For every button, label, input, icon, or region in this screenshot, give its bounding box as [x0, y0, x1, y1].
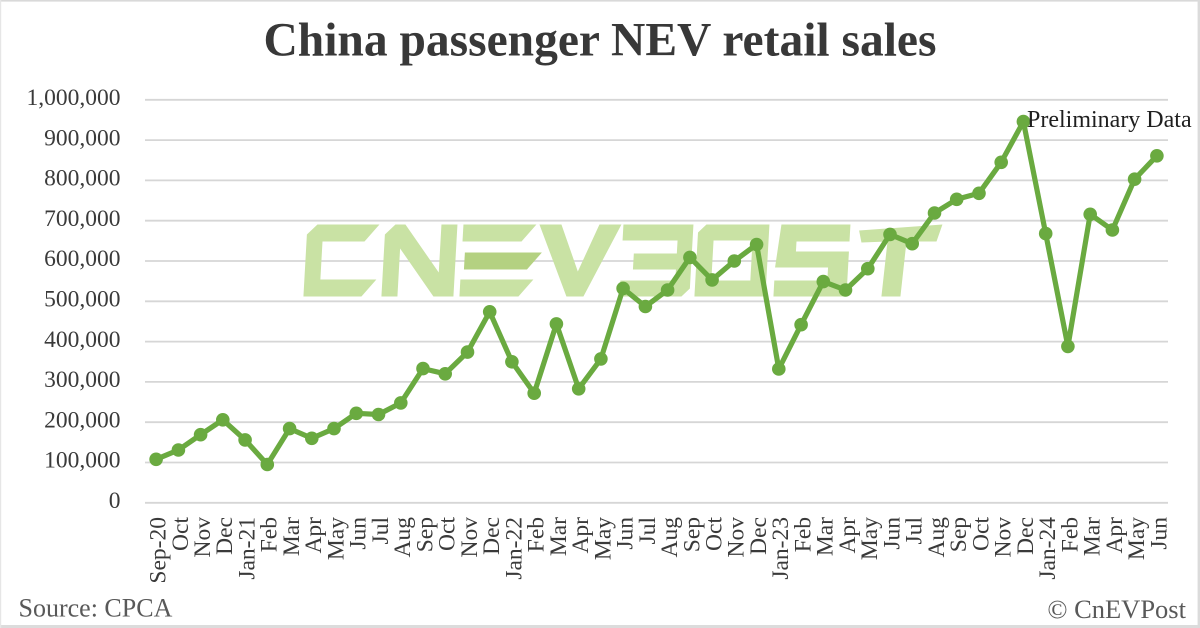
svg-text:Jan-24: Jan-24	[1035, 517, 1061, 580]
svg-text:Oct: Oct	[168, 517, 194, 551]
svg-text:Mar: Mar	[279, 517, 305, 556]
svg-text:Mar: Mar	[1080, 517, 1106, 556]
svg-text:Jun: Jun	[1146, 517, 1172, 550]
svg-text:Feb: Feb	[791, 517, 817, 552]
svg-text:Jun: Jun	[613, 517, 639, 550]
svg-text:Oct: Oct	[435, 517, 461, 551]
svg-text:100,000: 100,000	[44, 448, 120, 474]
svg-text:Feb: Feb	[257, 517, 283, 552]
svg-text:Mar: Mar	[813, 517, 839, 556]
svg-text:200,000: 200,000	[44, 407, 120, 433]
svg-text:Dec: Dec	[479, 517, 505, 555]
svg-text:Jan-23: Jan-23	[768, 517, 794, 580]
svg-text:© CnEVPost: © CnEVPost	[1047, 594, 1186, 624]
svg-text:1,000,000: 1,000,000	[27, 85, 121, 111]
svg-text:Aug: Aug	[657, 517, 683, 558]
svg-text:May: May	[590, 517, 616, 560]
svg-text:400,000: 400,000	[44, 327, 120, 353]
svg-text:Apr: Apr	[835, 517, 861, 554]
svg-text:Nov: Nov	[991, 517, 1017, 558]
svg-text:800,000: 800,000	[44, 166, 120, 192]
svg-text:Jul: Jul	[635, 517, 661, 545]
svg-text:Preliminary Data: Preliminary Data	[1027, 107, 1192, 133]
svg-text:Apr: Apr	[1102, 517, 1128, 554]
svg-text:Mar: Mar	[546, 517, 572, 556]
svg-text:Jul: Jul	[902, 517, 928, 545]
svg-text:700,000: 700,000	[44, 206, 120, 232]
svg-text:Oct: Oct	[968, 517, 994, 551]
svg-text:Sep-20: Sep-20	[146, 517, 172, 584]
svg-text:Feb: Feb	[524, 517, 550, 552]
svg-text:Sep: Sep	[679, 517, 705, 552]
svg-text:600,000: 600,000	[44, 246, 120, 272]
svg-text:Apr: Apr	[568, 517, 594, 554]
svg-text:Nov: Nov	[724, 517, 750, 558]
svg-text:Sep: Sep	[412, 517, 438, 552]
svg-text:Source: CPCA: Source: CPCA	[19, 594, 173, 623]
svg-text:Feb: Feb	[1057, 517, 1083, 552]
svg-text:Dec: Dec	[1013, 517, 1039, 555]
svg-text:Jan-21: Jan-21	[235, 517, 261, 580]
svg-text:Nov: Nov	[457, 517, 483, 558]
svg-text:Jun: Jun	[346, 517, 372, 550]
svg-text:Jan-22: Jan-22	[501, 517, 527, 580]
svg-text:May: May	[323, 517, 349, 560]
svg-text:300,000: 300,000	[44, 367, 120, 393]
svg-text:Aug: Aug	[924, 517, 950, 558]
svg-text:Jun: Jun	[879, 517, 905, 550]
svg-text:Jul: Jul	[368, 517, 394, 545]
svg-text:0: 0	[109, 488, 121, 514]
svg-text:May: May	[1124, 517, 1150, 560]
svg-text:Sep: Sep	[946, 517, 972, 552]
svg-text:May: May	[857, 517, 883, 560]
svg-text:900,000: 900,000	[44, 125, 120, 151]
svg-text:Apr: Apr	[301, 517, 327, 554]
svg-text:Nov: Nov	[190, 517, 216, 558]
svg-text:Dec: Dec	[212, 517, 238, 555]
svg-text:Aug: Aug	[390, 517, 416, 558]
svg-text:China passenger NEV retail sal: China passenger NEV retail sales	[264, 15, 937, 67]
svg-text:500,000: 500,000	[44, 287, 120, 313]
svg-text:Dec: Dec	[746, 517, 772, 555]
svg-text:Oct: Oct	[702, 517, 728, 551]
